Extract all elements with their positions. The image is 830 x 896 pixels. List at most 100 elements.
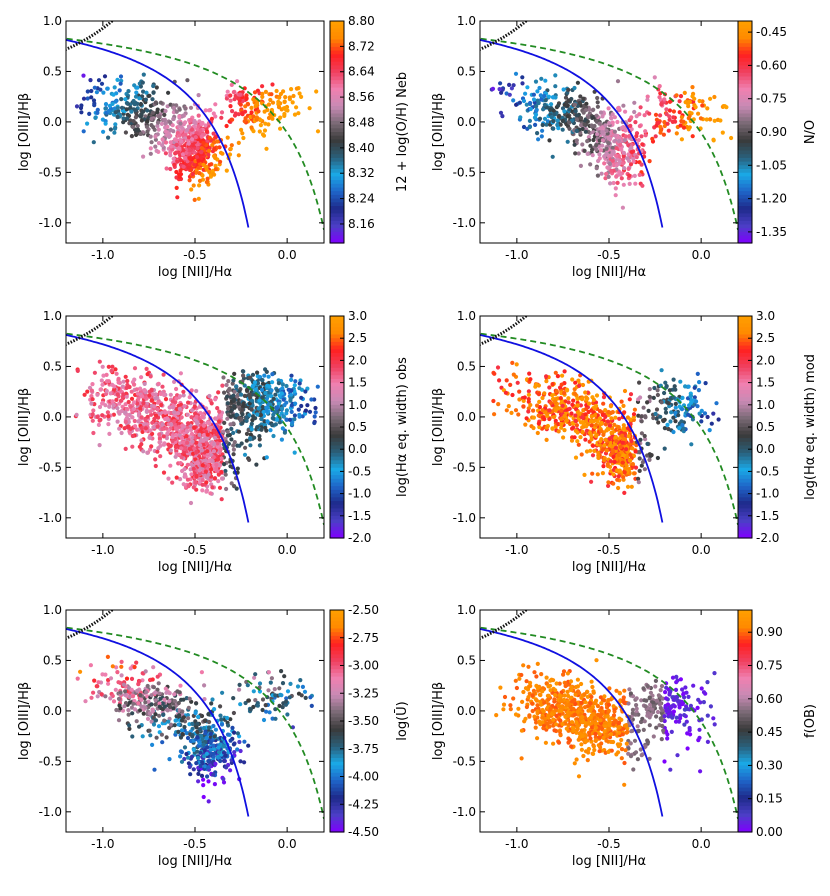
colorbar-tick-label: 1.5 xyxy=(348,376,367,390)
data-point xyxy=(177,114,182,119)
colorbar-band xyxy=(738,364,752,369)
data-point xyxy=(89,388,94,393)
data-point xyxy=(636,476,641,481)
data-point xyxy=(614,153,619,158)
colorbar-tick-label: 1.5 xyxy=(756,376,775,390)
data-point xyxy=(307,409,313,414)
colorbar-band xyxy=(738,76,752,81)
data-point xyxy=(177,133,182,138)
data-point xyxy=(266,122,271,127)
data-point xyxy=(143,417,148,423)
data-point xyxy=(145,119,150,124)
plot-area xyxy=(66,610,324,819)
data-point xyxy=(600,447,605,452)
data-point xyxy=(677,99,682,104)
data-point xyxy=(213,397,218,402)
data-point xyxy=(203,164,208,169)
data-point xyxy=(292,450,297,455)
data-point xyxy=(490,86,496,91)
colorbar-band xyxy=(738,323,752,328)
data-point xyxy=(699,419,704,424)
colorbar-label: N/O xyxy=(803,120,818,144)
data-point xyxy=(630,462,636,467)
data-point xyxy=(119,659,124,665)
data-point xyxy=(572,85,577,91)
colorbar-band xyxy=(330,172,344,177)
data-point xyxy=(231,710,236,716)
data-point xyxy=(231,443,236,448)
colorbar-band xyxy=(330,434,344,439)
colorbar-band xyxy=(738,102,752,107)
y-axis-label: log [OIII]/Hβ xyxy=(431,93,446,171)
data-point xyxy=(244,431,250,436)
data-point xyxy=(275,388,280,393)
data-point xyxy=(164,166,169,171)
data-point xyxy=(126,89,131,94)
data-point xyxy=(594,422,599,428)
data-point xyxy=(213,167,218,172)
data-point xyxy=(496,402,501,407)
data-point xyxy=(126,708,131,713)
data-point xyxy=(558,396,563,401)
colorbar-band xyxy=(738,235,752,240)
data-point xyxy=(697,98,702,104)
data-point xyxy=(626,143,631,148)
data-point xyxy=(125,378,130,384)
colorbar-band xyxy=(738,120,752,126)
data-point xyxy=(507,82,512,87)
data-point xyxy=(100,364,105,369)
data-point xyxy=(182,404,187,409)
data-point xyxy=(208,491,213,496)
data-point xyxy=(136,419,141,424)
data-point xyxy=(620,205,626,210)
y-tick-label: 0.0 xyxy=(43,115,62,129)
data-point xyxy=(123,701,129,706)
data-point xyxy=(228,146,233,151)
data-point xyxy=(164,426,169,431)
data-point xyxy=(513,71,519,76)
data-point xyxy=(230,117,235,122)
data-point xyxy=(149,719,154,724)
colorbar-label: log(Hα eq. width) obs xyxy=(395,357,410,497)
data-point xyxy=(168,392,173,397)
data-point xyxy=(209,425,214,430)
data-point xyxy=(273,422,278,427)
data-point xyxy=(711,411,716,416)
colorbar-band xyxy=(330,427,344,432)
data-point xyxy=(117,411,122,416)
data-point xyxy=(504,91,509,96)
data-point xyxy=(232,403,237,409)
data-point xyxy=(147,728,152,733)
data-point xyxy=(588,448,593,453)
colorbar-band xyxy=(330,180,344,185)
data-point xyxy=(181,393,186,398)
data-point xyxy=(153,413,159,418)
data-point xyxy=(185,440,190,445)
data-point xyxy=(235,79,240,84)
data-point xyxy=(495,365,501,370)
data-point xyxy=(230,109,235,114)
data-point xyxy=(231,378,236,383)
data-point xyxy=(130,444,135,449)
data-point xyxy=(194,474,199,479)
data-point xyxy=(88,78,93,83)
colorbar-band xyxy=(738,169,752,174)
data-point xyxy=(535,403,540,408)
data-point xyxy=(708,96,713,101)
data-point xyxy=(163,108,168,114)
data-point xyxy=(132,102,137,107)
colorbar-band xyxy=(738,154,752,159)
data-point xyxy=(213,134,219,140)
colorbar-band xyxy=(330,98,344,103)
data-point xyxy=(242,452,248,457)
data-point xyxy=(573,380,578,385)
colorbar-band xyxy=(738,438,752,443)
data-point xyxy=(578,163,584,168)
data-point xyxy=(138,708,143,713)
data-point xyxy=(133,424,138,429)
colorbar-band xyxy=(330,397,344,402)
data-point xyxy=(209,467,214,472)
data-point xyxy=(138,693,143,698)
data-point xyxy=(168,128,173,133)
data-point xyxy=(528,377,533,382)
